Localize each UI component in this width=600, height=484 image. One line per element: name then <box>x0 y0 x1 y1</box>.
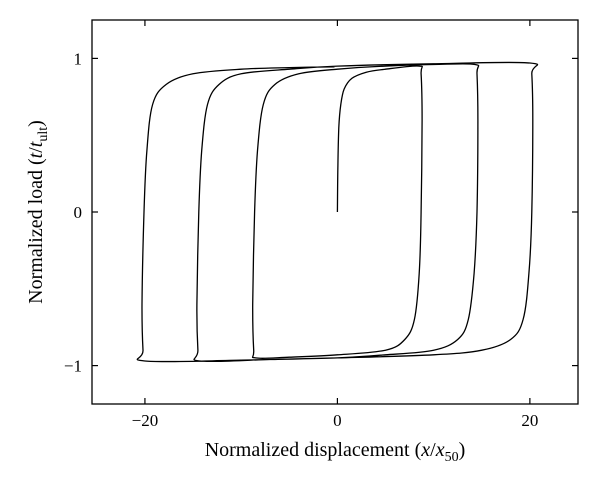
y-tick-label: 1 <box>74 49 83 68</box>
x-tick-label: 20 <box>521 411 538 430</box>
axis-ticks <box>92 20 578 404</box>
y-axis-label: Normalized load (t/tult) <box>25 120 51 304</box>
y-tick-label: 0 <box>74 203 83 222</box>
plot-frame <box>91 19 579 405</box>
tick-labels: −20 0 20 −1 0 1 <box>64 49 538 430</box>
x-tick-label: −20 <box>132 411 159 430</box>
y-tick-label: −1 <box>64 357 82 376</box>
series-group <box>136 61 539 363</box>
hysteresis-series-line <box>136 61 539 363</box>
x-tick-label: 0 <box>333 411 342 430</box>
x-axis-label: Normalized displacement (x/x50) <box>205 439 466 465</box>
